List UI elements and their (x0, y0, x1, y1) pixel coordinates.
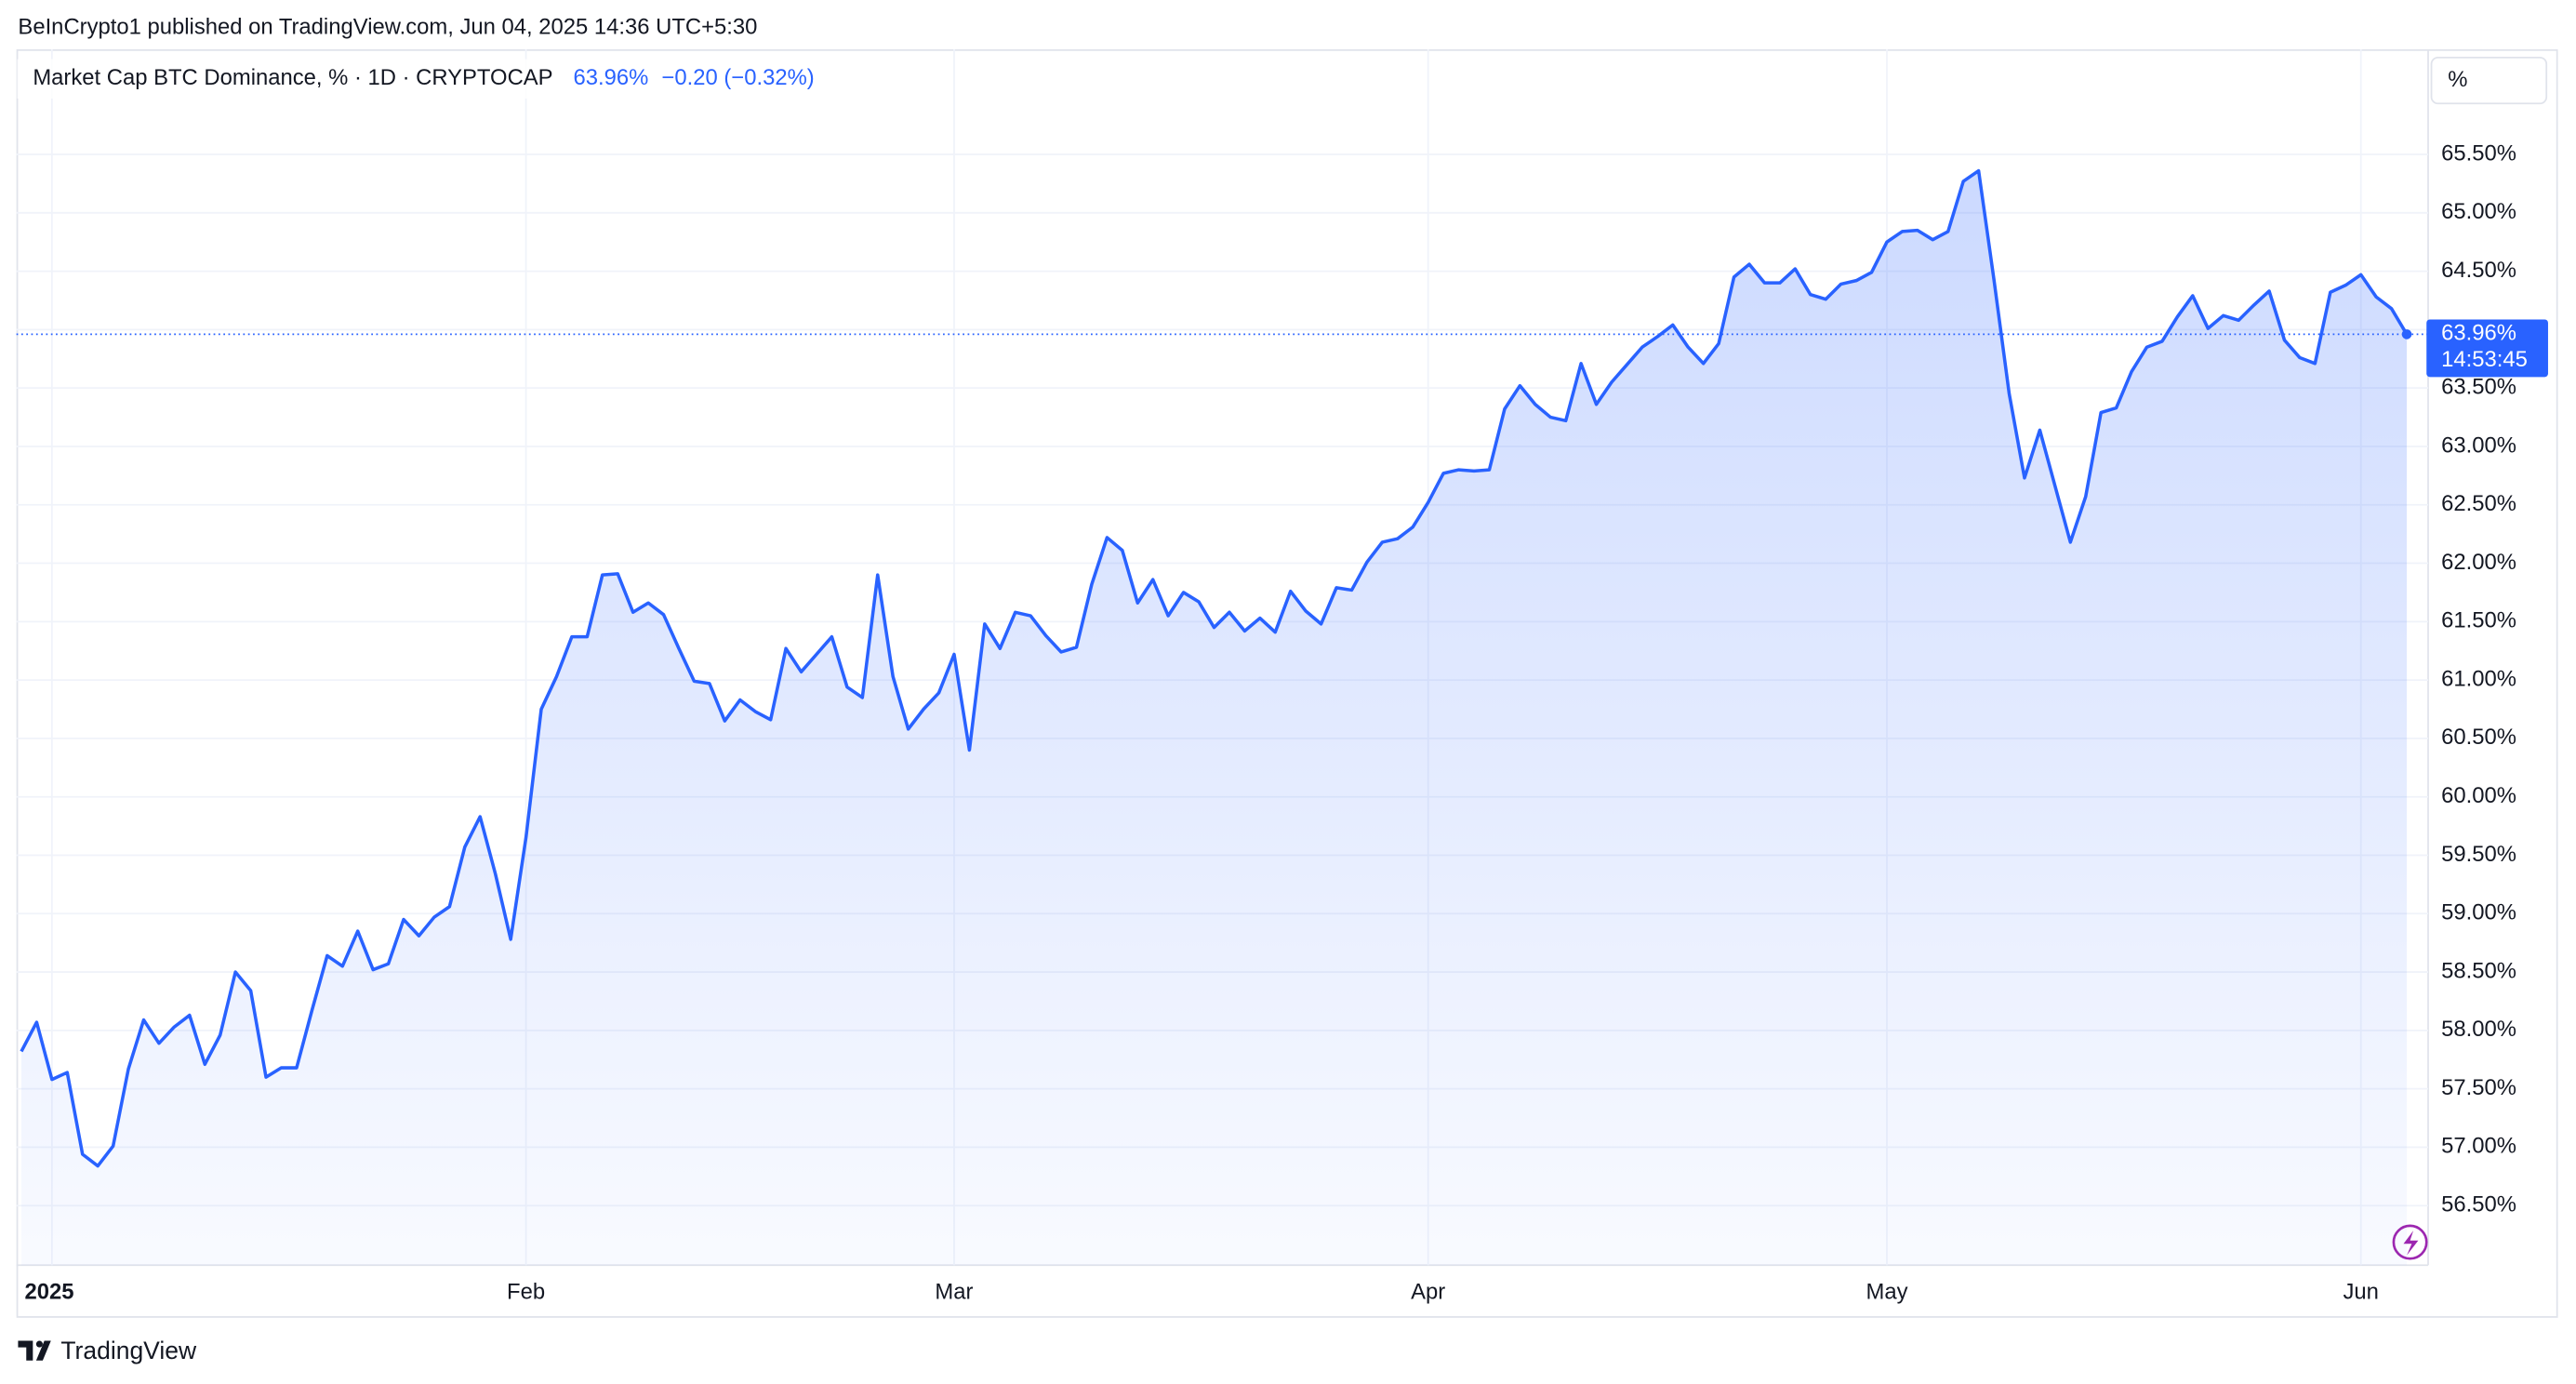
y-tick-label: 57.00% (2441, 1134, 2516, 1159)
y-tick-label: 61.00% (2441, 666, 2516, 691)
y-tick-label: 58.50% (2441, 958, 2516, 983)
last-price-badge (2426, 319, 2548, 378)
y-tick-label: 65.50% (2441, 140, 2516, 166)
x-tick-label: Feb (507, 1280, 545, 1305)
x-tick-label: Mar (935, 1280, 973, 1305)
plot (16, 168, 2429, 1266)
published-line: BeInCrypto1 published on TradingView.com… (18, 14, 757, 39)
area-fill (20, 170, 2408, 1266)
legend-bg (17, 59, 847, 99)
y-tick-label: 63.00% (2441, 432, 2516, 458)
countdown-label: 14:53:45 (2441, 347, 2528, 372)
x-tick-label: Apr (1411, 1280, 1445, 1305)
alert-bolt (2403, 1231, 2419, 1256)
y-tick-label: 57.50% (2441, 1075, 2516, 1100)
x-tick-label: 2025 (24, 1280, 73, 1305)
brand-name: TradingView (60, 1337, 197, 1364)
scale-button-label[interactable]: % (2448, 67, 2467, 92)
y-tick-label: 64.50% (2441, 258, 2516, 283)
y-tick-label: 60.50% (2441, 725, 2516, 750)
legend-price: 63.96% (574, 65, 649, 90)
brand-mark (18, 1340, 51, 1361)
last-point (2401, 329, 2412, 339)
price-line (20, 168, 2409, 1168)
last-price-label: 63.96% (2441, 321, 2516, 346)
chart-frame (16, 49, 2558, 1318)
y-tick-label: 59.00% (2441, 900, 2516, 925)
scale-button[interactable] (2430, 56, 2548, 105)
x-tick-label: Jun (2344, 1280, 2379, 1305)
y-tick-label: 59.50% (2441, 842, 2516, 867)
brand-dot (35, 1340, 43, 1348)
y-tick-label: 60.00% (2441, 783, 2516, 808)
brand-logo[interactable]: TradingView (18, 1337, 197, 1364)
y-tick-label: 62.00% (2441, 550, 2516, 575)
y-tick-label: 63.50% (2441, 374, 2516, 399)
x-tick-label: May (1866, 1280, 1907, 1305)
axes: 56.50% 57.00% 57.50% 58.00% 58.50% 59.00% 59.5… (24, 140, 2548, 1305)
legend-symbol[interactable]: Market Cap BTC Dominance, % · 1D · CRYPT… (33, 65, 552, 90)
y-tick-label: 61.50% (2441, 608, 2516, 633)
y-tick-label: 65.00% (2441, 199, 2516, 224)
y-tick-label: 56.50% (2441, 1192, 2516, 1218)
y-tick-label: 58.00% (2441, 1017, 2516, 1042)
y-tick-label: 62.50% (2441, 491, 2516, 516)
alert-icon[interactable] (2392, 1224, 2428, 1260)
legend-change: −0.20 (−0.32%) (661, 65, 814, 90)
